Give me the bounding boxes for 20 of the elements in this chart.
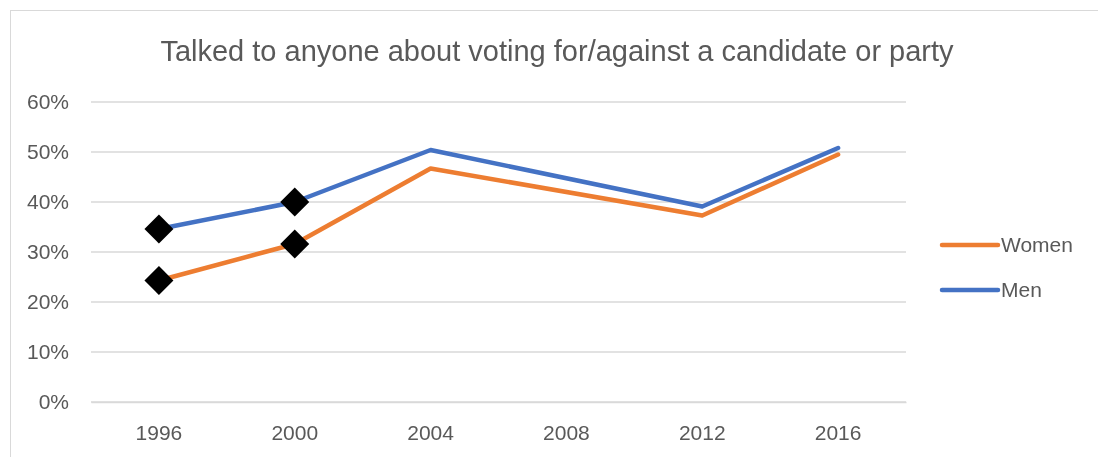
y-tick-label: 30% — [26, 240, 69, 264]
legend-label: Women — [1001, 233, 1073, 257]
x-tick-label: 2000 — [271, 420, 319, 444]
legend-label: Men — [1001, 278, 1042, 302]
point — [280, 229, 310, 259]
x-tick-label: 2012 — [678, 420, 726, 444]
point — [144, 214, 174, 244]
y-tick-label: 50% — [26, 140, 69, 164]
y-tick-label: 60% — [26, 90, 69, 114]
chart-title: Talked to anyone about voting for/against a candidate or party — [160, 35, 955, 67]
x-tick-label: 2016 — [814, 420, 862, 444]
y-tick-label: 40% — [26, 190, 69, 214]
y-tick-label: 10% — [26, 340, 69, 364]
point — [280, 187, 310, 217]
point — [144, 266, 174, 295]
y-tick-label: 20% — [26, 290, 69, 314]
x-tick-label: 2008 — [543, 420, 590, 444]
y-tick-label: 0% — [38, 390, 69, 414]
x-tick-label: 2004 — [407, 420, 455, 444]
x-tick-label: 1996 — [135, 420, 183, 444]
